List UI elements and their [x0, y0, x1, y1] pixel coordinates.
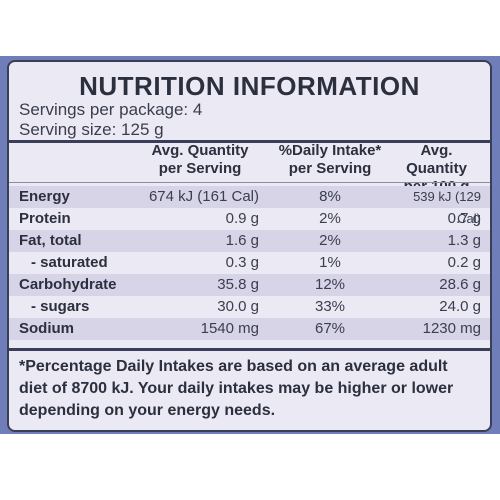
column-header-daily-intake: %Daily Intake* per Serving	[274, 142, 386, 178]
header-line: per Serving	[158, 160, 242, 177]
daily-intake-value: 2%	[319, 210, 341, 227]
table-row-saturated: - saturated 0.3 g 1% 0.2 g	[9, 252, 490, 274]
per-serving-value: 30.0 g	[217, 298, 259, 315]
daily-intake-value: 8%	[319, 188, 341, 205]
nutrient-name: Carbohydrate	[19, 276, 117, 293]
daily-intake-value: 33%	[314, 298, 346, 315]
bottom-margin	[0, 434, 500, 500]
per-100g-value: 28.6 g	[439, 276, 481, 293]
table-row-fat-total: Fat, total 1.6 g 2% 1.3 g	[9, 230, 490, 252]
table-row-sugars: - sugars 30.0 g 33% 24.0 g	[9, 296, 490, 318]
nutrient-name: - sugars	[31, 298, 90, 315]
per-serving-value: 1.6 g	[225, 232, 259, 249]
table-row-energy: Energy 674 kJ (161 Cal) 8% 539 kJ (129 C…	[9, 186, 490, 226]
daily-intake-value: 12%	[314, 276, 346, 293]
per-serving-value: 0.9 g	[225, 210, 259, 227]
nutrition-panel: NUTRITION INFORMATION Servings per packa…	[7, 60, 492, 432]
per-serving-value: 674 kJ (161 Cal)	[148, 188, 259, 205]
footnote: *Percentage Daily Intakes are based on a…	[19, 356, 484, 422]
table-row-protein: Protein 0.9 g 2% 0.7 g	[9, 208, 490, 230]
nutrient-name: Fat, total	[19, 232, 82, 249]
nutrient-name: Protein	[19, 210, 71, 227]
per-100g-value: 1230 mg	[422, 320, 481, 337]
footnote-divider	[9, 348, 490, 351]
table-top-divider	[9, 182, 490, 183]
daily-intake-value: 67%	[314, 320, 346, 337]
footnote-line: *Percentage Daily Intakes are based on a…	[19, 358, 448, 375]
top-margin	[0, 0, 500, 56]
header-line: %Daily Intake*	[278, 142, 382, 159]
panel-title: NUTRITION INFORMATION	[79, 71, 420, 101]
per-100g-value: 1.3 g	[447, 232, 481, 249]
per-100g-value: 0.2 g	[447, 254, 481, 271]
nutrient-name: Energy	[19, 188, 70, 205]
serving-size: Serving size: 125 g	[19, 120, 164, 139]
table-row-sodium: Sodium 1540 mg 67% 1230 mg	[9, 318, 490, 340]
footnote-line: depending on your energy needs.	[19, 402, 276, 419]
header-line: Avg. Quantity	[151, 142, 249, 159]
column-header-avg-per-serving: Avg. Quantity per Serving	[139, 142, 261, 178]
per-100g-value: 539 kJ (129 Cal)	[413, 189, 481, 226]
nutrient-name: Sodium	[19, 320, 74, 337]
table-row-carbohydrate: Carbohydrate 35.8 g 12% 28.6 g	[9, 274, 490, 296]
daily-intake-value: 2%	[319, 232, 341, 249]
footnote-line: diet of 8700 kJ. Your daily intakes may …	[19, 380, 454, 397]
per-100g-value: 0.7 g	[447, 210, 481, 227]
nutrient-name: - saturated	[31, 254, 108, 271]
per-serving-value: 1540 mg	[200, 320, 259, 337]
header-divider	[9, 140, 490, 143]
daily-intake-value: 1%	[319, 254, 341, 271]
per-serving-value: 35.8 g	[217, 276, 259, 293]
servings-per-package: Servings per package: 4	[19, 100, 203, 119]
header-line: per Serving	[288, 160, 372, 177]
per-100g-value: 24.0 g	[439, 298, 481, 315]
per-serving-value: 0.3 g	[225, 254, 259, 271]
header-line: Avg. Quantity	[406, 142, 467, 177]
